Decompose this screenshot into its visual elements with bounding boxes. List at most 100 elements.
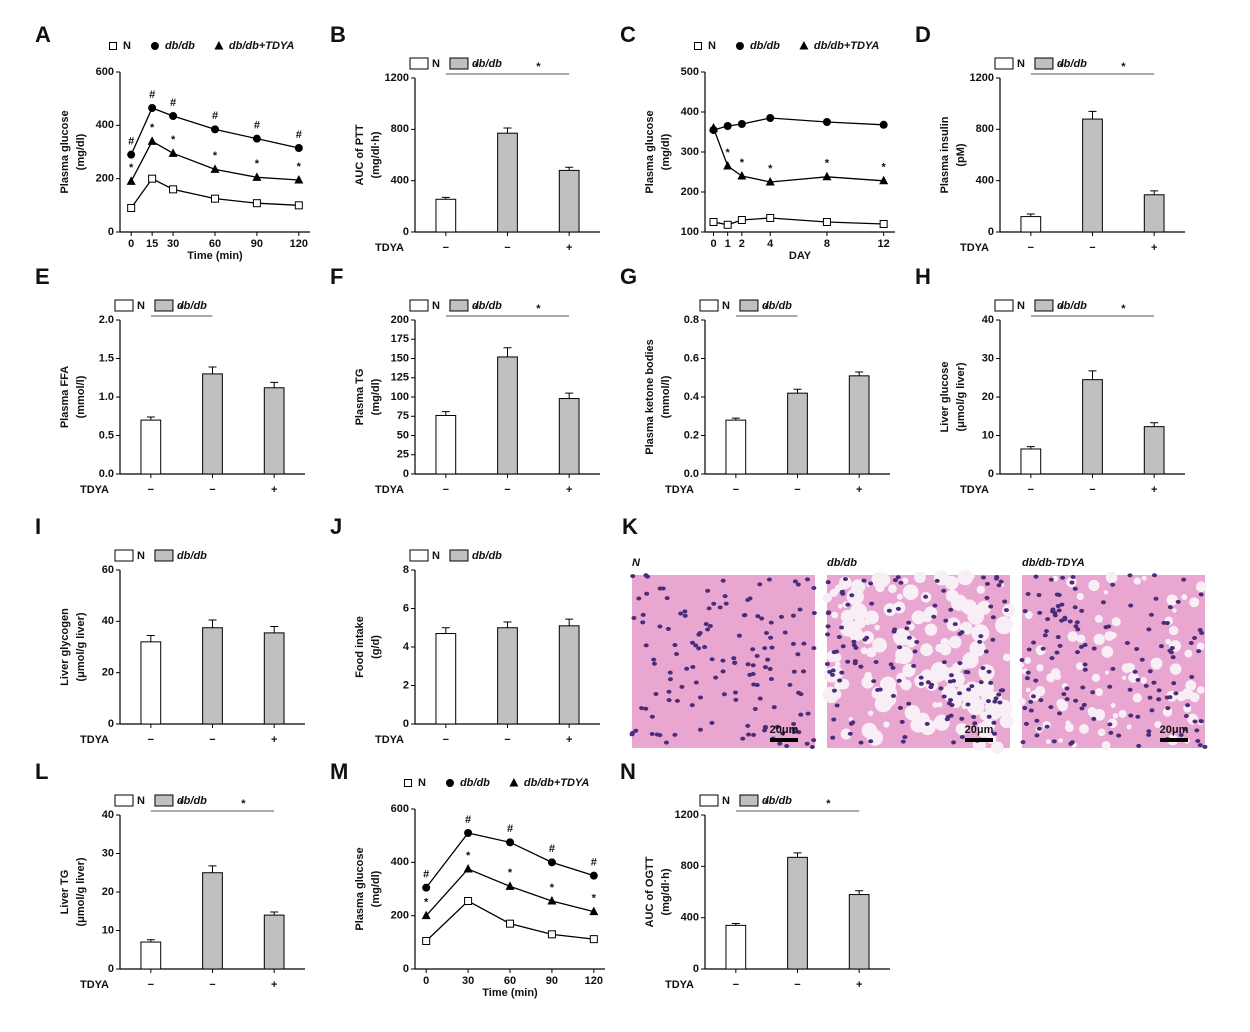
- x-tick-label: −: [794, 979, 800, 991]
- nucleus: [711, 601, 717, 606]
- nucleus: [667, 677, 673, 682]
- vacuole: [840, 728, 852, 740]
- nucleus: [643, 706, 649, 711]
- nucleus: [1037, 610, 1043, 615]
- bar: [787, 392, 808, 475]
- nucleus: [1072, 605, 1078, 610]
- y-axis-label: (mmol/l): [660, 375, 672, 418]
- nucleus: [966, 687, 972, 692]
- nucleus: [759, 616, 765, 621]
- nucleus: [986, 714, 992, 719]
- nucleus: [830, 672, 836, 677]
- point-label: #: [128, 136, 134, 148]
- panel-letter: G: [620, 264, 637, 289]
- marker: [765, 177, 775, 186]
- x-tick-label: −: [1028, 242, 1034, 254]
- bar: [435, 198, 457, 233]
- vacuole: [1057, 700, 1069, 712]
- nucleus: [1062, 615, 1068, 620]
- nucleus: [746, 732, 752, 737]
- vacuole: [902, 577, 909, 584]
- error-bar: [270, 911, 279, 916]
- nucleus: [1024, 676, 1030, 681]
- nucleus: [959, 716, 965, 721]
- vacuole: [1095, 688, 1104, 697]
- nucleus: [994, 576, 1000, 581]
- y-axis-label: Plasma glucose: [59, 110, 71, 193]
- vacuole: [1185, 680, 1197, 691]
- y-axis-label: Food intake: [354, 616, 366, 678]
- y-axis-label: (μmol/g liver): [75, 612, 87, 681]
- nucleus: [720, 658, 726, 663]
- nucleus: [811, 611, 817, 616]
- nucleus: [969, 684, 975, 689]
- nucleus: [943, 618, 949, 623]
- nucleus: [682, 613, 688, 618]
- legend-swatch: [114, 794, 134, 807]
- x-tick-label: −: [443, 242, 449, 254]
- vacuole: [1076, 634, 1086, 643]
- y-axis-label: AUC of OGTT: [644, 856, 656, 927]
- nucleus: [709, 720, 715, 725]
- nucleus: [768, 635, 774, 640]
- vacuole: [1098, 638, 1105, 645]
- nucleus: [941, 660, 947, 665]
- significance-label: *: [475, 61, 480, 73]
- nucleus: [731, 656, 737, 661]
- nucleus: [834, 703, 840, 708]
- marker: [252, 199, 261, 208]
- vacuole: [847, 582, 852, 587]
- nucleus: [906, 620, 912, 625]
- nucleus: [825, 632, 831, 637]
- x-tick-label: 90: [546, 975, 558, 987]
- y-axis-label: (mg/dl): [75, 133, 87, 170]
- significance-label: *: [180, 798, 185, 810]
- marker: [109, 42, 117, 50]
- vacuole: [895, 646, 913, 665]
- significance-label: *: [1060, 303, 1065, 315]
- nucleus: [757, 696, 763, 701]
- nucleus: [771, 705, 777, 710]
- vacuole: [851, 579, 866, 594]
- panel-letter: E: [35, 264, 50, 289]
- y-tick-label: 300: [681, 146, 699, 158]
- scale-bar: [1160, 738, 1188, 742]
- legend-swatch: [739, 794, 759, 807]
- nucleus: [1116, 733, 1122, 738]
- vacuole: [832, 652, 842, 662]
- y-tick-label: 600: [391, 803, 409, 815]
- legend-label: db/db: [177, 300, 207, 312]
- vacuole: [1101, 645, 1114, 658]
- x-tick-label: 30: [167, 238, 179, 250]
- nucleus: [706, 606, 712, 611]
- vacuole: [1151, 659, 1157, 664]
- nucleus: [732, 690, 738, 695]
- marker: [822, 118, 831, 126]
- vacuole: [874, 624, 881, 631]
- legend-swatch: [994, 299, 1014, 312]
- nucleus: [1136, 743, 1142, 748]
- y-tick-label: 200: [96, 173, 114, 185]
- nucleus: [667, 670, 673, 675]
- significance-label: *: [475, 303, 480, 315]
- nucleus: [1139, 657, 1145, 662]
- bar: [202, 872, 223, 970]
- nucleus: [649, 731, 655, 736]
- legend-swatch: [994, 57, 1014, 70]
- nucleus: [747, 596, 753, 601]
- nucleus: [1127, 573, 1133, 578]
- nucleus: [1055, 604, 1061, 609]
- bar: [848, 375, 870, 475]
- nucleus: [1078, 644, 1084, 649]
- nucleus: [990, 637, 996, 642]
- error-bar: [441, 411, 450, 416]
- bar: [263, 632, 285, 725]
- nucleus: [644, 591, 650, 596]
- nucleus: [1192, 636, 1198, 641]
- bar: [1082, 379, 1103, 475]
- y-axis-label: AUC of PTT: [354, 124, 366, 185]
- nucleus: [1055, 635, 1061, 640]
- nucleus: [736, 633, 742, 638]
- vacuole: [1169, 663, 1182, 675]
- legend-swatch: [1034, 299, 1054, 312]
